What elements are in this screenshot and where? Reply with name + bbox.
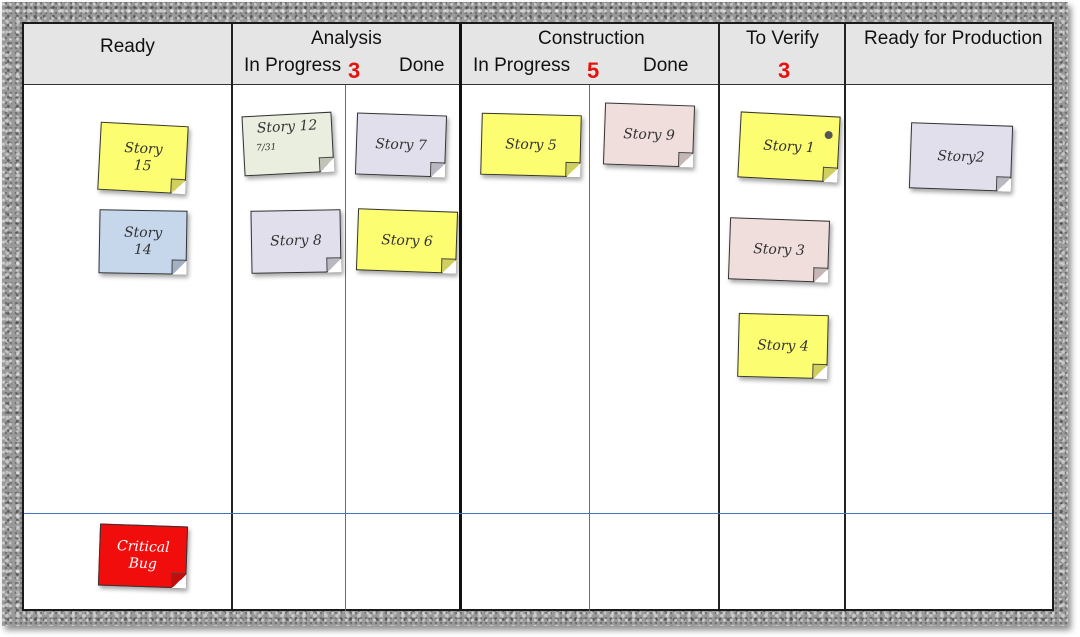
sticky-label: Story2 (937, 147, 985, 166)
construction-wip-limit: 5 (587, 58, 600, 83)
sticky-story-3[interactable]: Story 3 (727, 217, 831, 283)
kanban-board: Ready Analysis In Progress 3 Done Constr… (22, 22, 1054, 611)
column-to-verify-title: To Verify (746, 28, 819, 49)
sticky-story-8[interactable]: Story 8 (250, 209, 342, 274)
construction-in-progress-label: In Progress (473, 55, 571, 76)
sticky-label-line1: Story (123, 224, 163, 242)
sticky-label: Story 3 (752, 240, 806, 259)
sticky-label: Story 4 (756, 336, 810, 355)
sticky-story-15[interactable]: Story 15 (97, 121, 189, 195)
divider-construction-progress-done (589, 85, 590, 611)
sticky-label: Story 8 (270, 232, 322, 250)
analysis-wip-limit: 3 (348, 58, 361, 83)
sticky-story-1[interactable]: Story 1 (737, 111, 841, 183)
divider-construction-verify (718, 24, 720, 609)
sticky-label: Story 1 (762, 137, 816, 156)
sticky-story-7[interactable]: Story 7 (354, 112, 448, 178)
sticky-label-line1: Story (123, 140, 163, 159)
sticky-label: Story 9 (622, 125, 676, 144)
sticky-story-4[interactable]: Story 4 (737, 312, 829, 380)
construction-done-label: Done (643, 55, 689, 76)
sticky-label: Story 6 (380, 231, 434, 250)
column-construction-title: Construction (538, 28, 645, 49)
column-analysis-title: Analysis (311, 28, 382, 49)
sticky-story-6[interactable]: Story 6 (355, 208, 459, 274)
divider-ready-analysis (231, 24, 233, 609)
column-ready-for-production-title: Ready for Production (864, 28, 1043, 49)
sticky-label: Story 12 (256, 117, 318, 137)
sticky-story-14[interactable]: Story 14 (98, 209, 188, 275)
sticky-label-line1: Critical (116, 538, 170, 557)
sticky-story-5[interactable]: Story 5 (480, 112, 582, 178)
sticky-label-line2: Bug (128, 555, 158, 573)
sticky-story-2[interactable]: Story2 (908, 122, 1014, 192)
column-header-row (24, 24, 1052, 85)
sticky-date-note: 7/31 (255, 142, 277, 154)
divider-verify-production (844, 24, 846, 609)
sticky-label-line2: 15 (133, 157, 152, 175)
pin-marker (824, 130, 833, 140)
sticky-label: Story 7 (374, 135, 428, 154)
sticky-label-line2: 14 (133, 241, 152, 259)
sticky-story-12[interactable]: Story 12 7/31 (241, 111, 335, 177)
sticky-story-9[interactable]: Story 9 (602, 102, 696, 168)
column-ready-title: Ready (100, 36, 155, 57)
divider-analysis-progress-done (345, 85, 346, 611)
divider-analysis-construction (459, 24, 462, 609)
analysis-in-progress-label: In Progress (244, 55, 342, 76)
analysis-done-label: Done (399, 55, 445, 76)
expedite-lane-divider (24, 513, 1052, 514)
board-frame: Ready Analysis In Progress 3 Done Constr… (2, 2, 1068, 626)
sticky-label: Story 5 (504, 135, 558, 154)
sticky-critical-bug[interactable]: Critical Bug (97, 523, 189, 589)
to-verify-wip-limit: 3 (778, 58, 791, 83)
